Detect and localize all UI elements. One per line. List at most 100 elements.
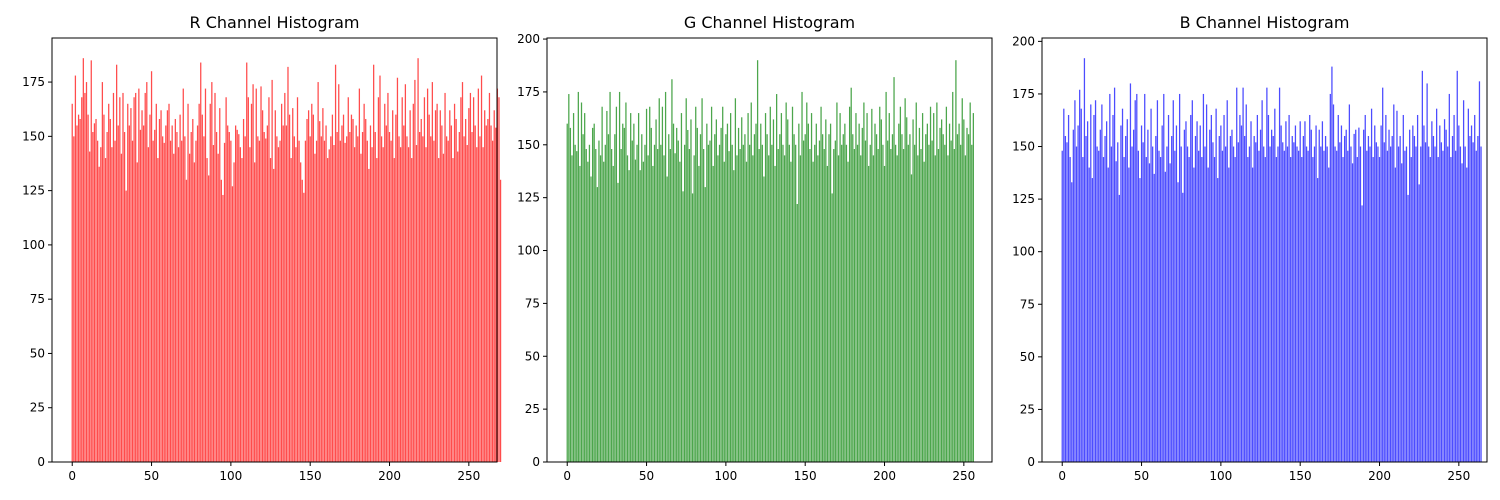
histogram-bar bbox=[593, 123, 595, 463]
histogram-bar bbox=[739, 149, 741, 462]
histogram-bar bbox=[712, 165, 714, 462]
histogram-bar bbox=[288, 114, 291, 462]
histogram-bar bbox=[1343, 136, 1346, 462]
histogram-bar bbox=[426, 88, 429, 462]
histogram-bar bbox=[434, 110, 437, 462]
histogram-bar bbox=[966, 127, 968, 462]
histogram-bar bbox=[498, 97, 500, 463]
histogram-bar bbox=[217, 153, 219, 462]
histogram-bar bbox=[1442, 150, 1444, 463]
histogram-bar bbox=[799, 155, 802, 462]
histogram-bar bbox=[87, 114, 89, 462]
histogram-bar bbox=[160, 110, 162, 462]
histogram-bar bbox=[760, 123, 762, 463]
histogram-bar bbox=[749, 144, 751, 463]
histogram-bar bbox=[368, 168, 370, 462]
histogram-bar bbox=[588, 144, 591, 463]
histogram-bar bbox=[1347, 150, 1349, 463]
histogram-bar bbox=[893, 77, 895, 463]
histogram-bar bbox=[480, 75, 483, 462]
histogram-bar bbox=[590, 176, 592, 462]
histogram-bar bbox=[233, 162, 235, 462]
histogram-bar bbox=[858, 123, 860, 463]
histogram-bar bbox=[1451, 136, 1454, 462]
histogram-bar bbox=[1255, 142, 1257, 462]
histogram-bar bbox=[733, 170, 735, 463]
histogram-bar bbox=[625, 102, 627, 462]
histogram-bar bbox=[258, 140, 261, 462]
histogram-bar bbox=[450, 125, 453, 463]
histogram-bar bbox=[841, 144, 843, 463]
histogram-bar bbox=[241, 158, 243, 462]
histogram-bar bbox=[898, 123, 900, 463]
histogram-bar bbox=[1256, 114, 1258, 462]
histogram-bar bbox=[947, 155, 949, 462]
histogram-bar bbox=[839, 113, 841, 462]
histogram-bar bbox=[1290, 157, 1292, 463]
y-tick-label: 0 bbox=[1027, 455, 1035, 469]
histogram-bar bbox=[90, 60, 92, 463]
histogram-bar bbox=[1075, 146, 1078, 462]
histogram-bar bbox=[71, 103, 73, 462]
histogram-bar bbox=[298, 140, 300, 462]
histogram-bar bbox=[1159, 157, 1162, 463]
axes-frame bbox=[1041, 37, 1488, 463]
histogram-bar bbox=[645, 108, 648, 462]
histogram-bar bbox=[1236, 87, 1238, 462]
histogram-bar bbox=[1240, 125, 1243, 463]
histogram-bar bbox=[1296, 146, 1298, 462]
histogram-bar bbox=[1205, 104, 1208, 463]
histogram-bar bbox=[896, 155, 898, 462]
histogram-bar bbox=[566, 123, 568, 463]
histogram-bar bbox=[810, 113, 813, 462]
histogram-bar bbox=[188, 153, 191, 462]
x-tick-label: 50 bbox=[1134, 469, 1149, 483]
histogram-bar bbox=[1112, 114, 1114, 462]
histogram-bar bbox=[414, 79, 416, 463]
histogram-bar bbox=[409, 110, 411, 462]
histogram-bar bbox=[1204, 146, 1206, 462]
histogram-bar bbox=[406, 136, 408, 462]
histogram-bar bbox=[871, 108, 873, 462]
histogram-bar bbox=[1186, 146, 1189, 462]
histogram-bar bbox=[89, 151, 91, 463]
histogram-bar bbox=[1121, 108, 1124, 463]
histogram-bar bbox=[653, 144, 656, 463]
histogram-bar bbox=[633, 123, 635, 463]
histogram-bar bbox=[1416, 114, 1419, 462]
histogram-bar bbox=[1061, 150, 1063, 463]
histogram-bar bbox=[212, 145, 215, 462]
histogram-bar bbox=[718, 144, 721, 463]
histogram-bar bbox=[1101, 104, 1103, 463]
y-tick-label: 25 bbox=[525, 402, 540, 416]
histogram-bar bbox=[788, 144, 790, 463]
x-tick-label: 250 bbox=[457, 469, 480, 483]
histogram-bar bbox=[133, 97, 135, 463]
histogram-bar bbox=[826, 165, 829, 462]
histogram-bar bbox=[257, 136, 259, 462]
histogram-bar bbox=[373, 64, 375, 462]
histogram-bar bbox=[1066, 142, 1068, 462]
histogram-bar bbox=[465, 118, 467, 462]
histogram-bar bbox=[620, 149, 622, 462]
histogram-bar bbox=[1404, 150, 1406, 463]
histogram-bar bbox=[112, 92, 115, 463]
histogram-bar bbox=[279, 140, 281, 462]
histogram-bar bbox=[130, 108, 132, 463]
histogram-bar bbox=[1079, 89, 1081, 463]
histogram-bar bbox=[1394, 167, 1397, 462]
histogram-bar bbox=[1464, 146, 1466, 462]
histogram-bar bbox=[825, 119, 827, 463]
histogram-bar bbox=[1191, 100, 1193, 462]
histogram-bar bbox=[1301, 157, 1303, 463]
histogram-bar bbox=[1355, 129, 1357, 462]
histogram-bar bbox=[661, 106, 664, 462]
histogram-bar bbox=[1182, 192, 1184, 463]
histogram-bar bbox=[185, 179, 188, 462]
histogram-bar bbox=[1074, 100, 1076, 462]
histogram-bar bbox=[1221, 150, 1224, 463]
y-tick-label: 100 bbox=[22, 238, 45, 252]
histogram-bar bbox=[73, 136, 75, 462]
histogram-bar bbox=[171, 125, 173, 463]
axes-frame bbox=[51, 37, 498, 463]
